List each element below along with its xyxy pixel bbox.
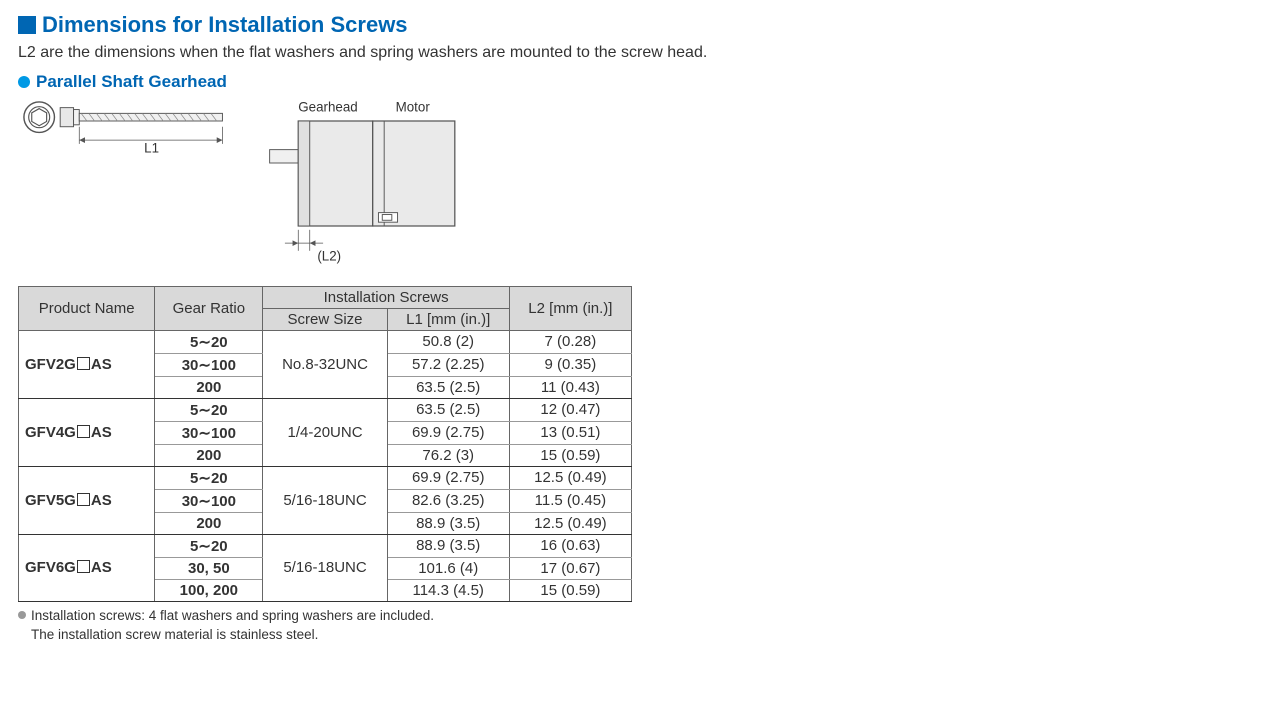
screw-size-cell: 1/4-20UNC: [263, 398, 387, 466]
l1-cell: 69.9 (2.75): [387, 421, 509, 444]
col-l1: L1 [mm (in.)]: [387, 308, 509, 330]
gear-ratio-cell: 200: [155, 444, 263, 466]
l2-cell: 11.5 (0.45): [509, 489, 631, 512]
product-name-cell: GFV4GAS: [19, 398, 155, 466]
col-install-screws: Installation Screws: [263, 286, 509, 308]
l1-cell: 57.2 (2.25): [387, 353, 509, 376]
l1-cell: 101.6 (4): [387, 557, 509, 579]
l2-cell: 11 (0.43): [509, 376, 631, 398]
l1-cell: 63.5 (2.5): [387, 398, 509, 421]
l2-cell: 13 (0.51): [509, 421, 631, 444]
gear-ratio-cell: 30∼100: [155, 421, 263, 444]
gear-ratio-cell: 100, 200: [155, 579, 263, 601]
l2-cell: 12 (0.47): [509, 398, 631, 421]
subheading: Parallel Shaft Gearhead: [18, 72, 1262, 92]
l2-cell: 15 (0.59): [509, 579, 631, 601]
l2-label: (L2): [317, 248, 341, 263]
l2-cell: 12.5 (0.49): [509, 466, 631, 489]
motor-label: Motor: [396, 100, 431, 114]
table-row: GFV5GAS5∼205/16-18UNC69.9 (2.75)12.5 (0.…: [19, 466, 632, 489]
gearhead-motor-diagram: Gearhead Motor (L2): [262, 100, 472, 272]
l2-cell: 17 (0.67): [509, 557, 631, 579]
gear-ratio-cell: 200: [155, 376, 263, 398]
l1-cell: 114.3 (4.5): [387, 579, 509, 601]
footnotes: Installation screws: 4 flat washers and …: [18, 606, 1262, 645]
l1-label: L1: [144, 140, 159, 155]
section-title: Dimensions for Installation Screws: [18, 12, 1262, 38]
col-gear-ratio: Gear Ratio: [155, 286, 263, 330]
table-row: GFV4GAS5∼201/4-20UNC63.5 (2.5)12 (0.47): [19, 398, 632, 421]
gear-ratio-cell: 30∼100: [155, 489, 263, 512]
footnote-1: Installation screws: 4 flat washers and …: [31, 608, 434, 623]
l2-cell: 12.5 (0.49): [509, 512, 631, 534]
screw-size-cell: No.8-32UNC: [263, 330, 387, 398]
square-bullet-icon: [18, 16, 36, 34]
footnote-2: The installation screw material is stain…: [31, 627, 318, 642]
l1-cell: 82.6 (3.25): [387, 489, 509, 512]
table-body: GFV2GAS5∼20No.8-32UNC50.8 (2)7 (0.28)30∼…: [19, 330, 632, 601]
l1-cell: 63.5 (2.5): [387, 376, 509, 398]
gear-ratio-cell: 5∼20: [155, 466, 263, 489]
gear-ratio-cell: 5∼20: [155, 398, 263, 421]
col-l2: L2 [mm (in.)]: [509, 286, 631, 330]
l2-cell: 9 (0.35): [509, 353, 631, 376]
gearhead-label: Gearhead: [298, 100, 357, 114]
gear-ratio-cell: 5∼20: [155, 330, 263, 353]
product-name-cell: GFV5GAS: [19, 466, 155, 534]
l1-cell: 88.9 (3.5): [387, 534, 509, 557]
product-name-cell: GFV2GAS: [19, 330, 155, 398]
l2-cell: 7 (0.28): [509, 330, 631, 353]
table-row: GFV2GAS5∼20No.8-32UNC50.8 (2)7 (0.28): [19, 330, 632, 353]
table-header: Product Name Gear Ratio Installation Scr…: [19, 286, 632, 330]
screw-size-cell: 5/16-18UNC: [263, 466, 387, 534]
col-screw-size: Screw Size: [263, 308, 387, 330]
gear-ratio-cell: 30∼100: [155, 353, 263, 376]
l2-cell: 16 (0.63): [509, 534, 631, 557]
section-description: L2 are the dimensions when the flat wash…: [18, 44, 1262, 62]
bullet-icon: [18, 611, 26, 619]
gear-ratio-cell: 5∼20: [155, 534, 263, 557]
table-row: GFV6GAS5∼205/16-18UNC88.9 (3.5)16 (0.63): [19, 534, 632, 557]
circle-bullet-icon: [18, 76, 30, 88]
diagram-row: L1 Gearhead Motor (L2): [22, 100, 1262, 272]
subheading-text: Parallel Shaft Gearhead: [36, 72, 227, 92]
l1-cell: 69.9 (2.75): [387, 466, 509, 489]
gear-ratio-cell: 200: [155, 512, 263, 534]
footnote-line: Installation screws: 4 flat washers and …: [18, 606, 1262, 626]
l1-cell: 76.2 (3): [387, 444, 509, 466]
screw-size-cell: 5/16-18UNC: [263, 534, 387, 601]
l1-cell: 88.9 (3.5): [387, 512, 509, 534]
col-product-name: Product Name: [19, 286, 155, 330]
l1-cell: 50.8 (2): [387, 330, 509, 353]
footnote-line: The installation screw material is stain…: [18, 625, 1262, 645]
product-name-cell: GFV6GAS: [19, 534, 155, 601]
l2-cell: 15 (0.59): [509, 444, 631, 466]
screw-diagram: L1: [22, 100, 232, 167]
dimensions-table: Product Name Gear Ratio Installation Scr…: [18, 286, 632, 602]
section-title-text: Dimensions for Installation Screws: [42, 12, 408, 38]
gear-ratio-cell: 30, 50: [155, 557, 263, 579]
